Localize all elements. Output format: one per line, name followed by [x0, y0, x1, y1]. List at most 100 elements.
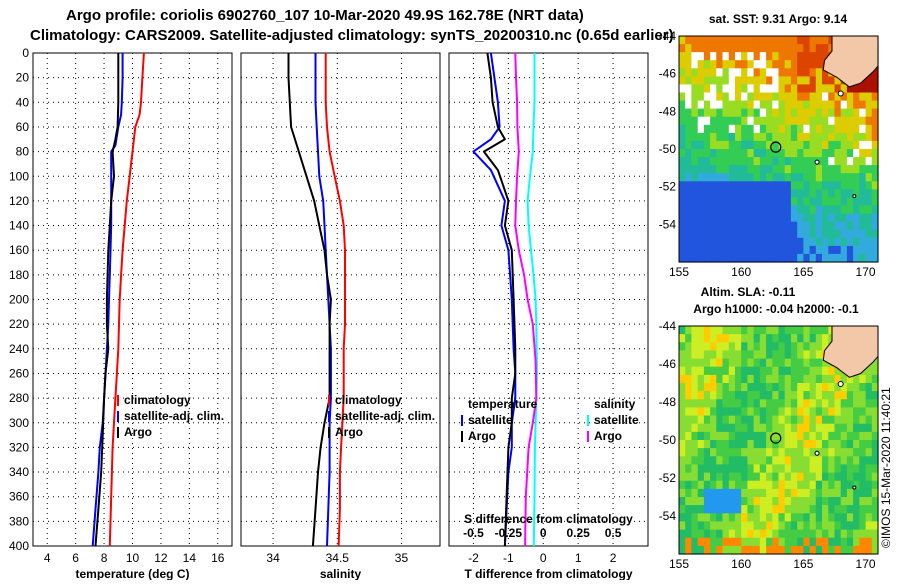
- sst_map-cell: [797, 92, 804, 102]
- sst_map-cell: [815, 165, 823, 174]
- sst_map-cell: [741, 84, 748, 94]
- sst_map-cell: [784, 44, 792, 53]
- sla_map-cell: [846, 391, 854, 400]
- sst_map-cell: [778, 157, 786, 166]
- sla_map-cell: [759, 472, 767, 482]
- sla_map-cell: [703, 350, 711, 360]
- sla_map-cell: [853, 383, 860, 392]
- sla_map-cell: [685, 456, 692, 465]
- sst_map-cell: [859, 213, 867, 223]
- sla_map-cell: [859, 480, 867, 490]
- sst_map-cell: [741, 108, 748, 118]
- sst_map-cell: [859, 245, 867, 255]
- sla_map-cell: [778, 407, 786, 417]
- sst_map-cell: [834, 253, 842, 263]
- sst_map-cell: [790, 181, 798, 190]
- sla_map-cell: [803, 415, 811, 425]
- sst_map-cell: [697, 181, 705, 190]
- sla_map-cell: [716, 326, 724, 335]
- sla_map-cell: [822, 513, 829, 522]
- sst_map-cell: [790, 237, 798, 247]
- sla_map-cell: [778, 326, 786, 335]
- sst_map-cell: [728, 108, 736, 118]
- sst_map-cell: [697, 197, 705, 207]
- sst_map-cell: [741, 197, 748, 207]
- sst_map-cell: [735, 132, 742, 142]
- sla_map-cell: [710, 448, 717, 457]
- sst_map-cell: [778, 100, 786, 110]
- sst_map-cell: [766, 157, 773, 166]
- sst_map-cell: [790, 189, 798, 199]
- sst_map-cell: [710, 140, 717, 150]
- sla_map-cell: [815, 366, 823, 376]
- sst_map-cell: [815, 44, 823, 53]
- sla_map-cell: [797, 407, 804, 417]
- sst_map-cell: [710, 124, 717, 134]
- sst_map-cell: [741, 181, 748, 190]
- salinity-series-climatology: [324, 53, 346, 547]
- sst_map-cell: [846, 149, 854, 158]
- sst_map-cell: [784, 173, 792, 182]
- sst_map-cell: [728, 116, 736, 126]
- sla_map-cell: [741, 537, 748, 547]
- sla_map-cell: [710, 399, 717, 408]
- sst_map-cell: [815, 213, 823, 223]
- sla_map-cell: [828, 456, 836, 465]
- sla_map-cell: [716, 505, 724, 514]
- sst_map-cell: [691, 229, 699, 239]
- sst_map-cell: [685, 245, 692, 255]
- sla_map-cell: [766, 513, 773, 522]
- sla_map-cell: [840, 448, 848, 457]
- sla_map-cell: [840, 480, 848, 490]
- sla_map-cell: [741, 480, 748, 490]
- sst_map-cell: [803, 52, 811, 61]
- sst_map-cell: [840, 157, 848, 166]
- temp-legend-label: satellite-adj. clim.: [124, 409, 224, 423]
- sst_map-cell: [859, 108, 867, 118]
- sla_map-cell: [803, 334, 811, 343]
- sla_map-cell: [809, 366, 817, 376]
- sst_map-cell: [784, 132, 792, 142]
- sst_map-cell: [815, 100, 823, 110]
- sst_map-cell: [741, 205, 748, 215]
- sla_map-cell: [728, 545, 736, 555]
- sla_map-cell: [728, 383, 736, 392]
- sst_map-cell: [747, 149, 755, 158]
- sla_map-cell: [840, 415, 848, 425]
- sst_map-cell: [766, 84, 773, 94]
- sst_map-cell: [865, 84, 873, 94]
- sst_map-cell: [735, 124, 742, 134]
- sst_map-cell: [772, 165, 780, 174]
- sst_map-cell: [865, 189, 873, 199]
- sla_map-cell: [747, 431, 755, 441]
- sla_map-cell: [716, 537, 724, 547]
- sla_map-cell: [797, 480, 804, 490]
- sla_map-cell: [766, 537, 773, 547]
- sst_map-cell: [735, 245, 742, 255]
- sla_map-cell: [697, 358, 705, 368]
- sla_map-cell: [803, 423, 811, 433]
- sst_map-cell: [778, 213, 786, 223]
- sla_map-cell: [685, 464, 692, 474]
- sla_map-x-tick-label: 165: [793, 557, 813, 571]
- sla_map-cell: [822, 423, 829, 433]
- sst_map-cell: [859, 205, 867, 215]
- sst_map-cell: [685, 44, 692, 53]
- sla_map-cell: [797, 440, 804, 449]
- sst_map-cell: [784, 116, 792, 126]
- sst_map-cell: [828, 157, 836, 166]
- sst_map-cell: [803, 108, 811, 118]
- sla_map-cell: [735, 374, 742, 384]
- sst_map-y-tick-label: -50: [659, 142, 677, 156]
- sla_map-cell: [865, 521, 873, 531]
- sla_map-cell: [685, 366, 692, 376]
- salinity-profile-panel: 34 34.5 35salinityclimatologysatellite-adj…: [240, 52, 441, 581]
- sst_map-cell: [685, 165, 692, 174]
- sst_map-cell: [703, 76, 711, 86]
- sst_map-cell: [685, 197, 692, 207]
- sla_map-cell: [747, 488, 755, 498]
- sla_map-cell: [753, 431, 761, 441]
- sla_map-cell: [741, 358, 748, 368]
- sst_map-cell: [685, 60, 692, 69]
